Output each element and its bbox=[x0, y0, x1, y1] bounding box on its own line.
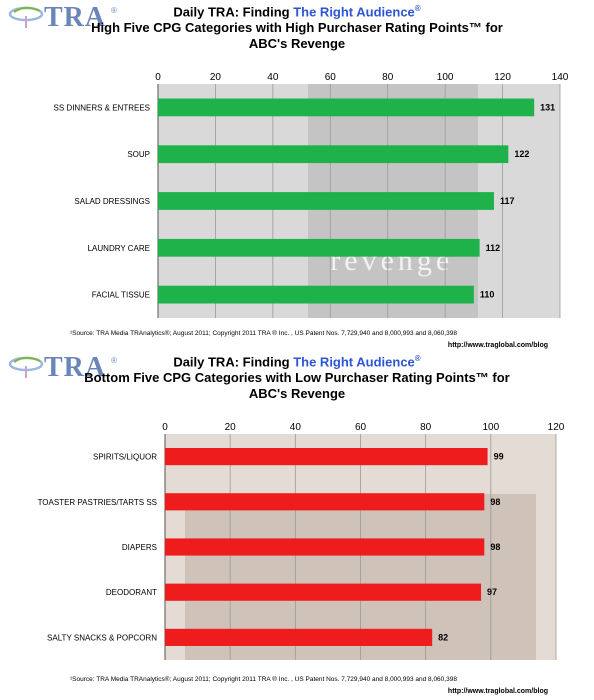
source-note: ¹Source: TRA Media TRAnalytics®; August … bbox=[70, 676, 457, 683]
tra-logo: TRA ® bbox=[8, 352, 118, 384]
bar bbox=[165, 538, 485, 556]
bar bbox=[165, 583, 482, 601]
category-label: DIAPERS bbox=[122, 543, 157, 552]
logo-swoosh-icon bbox=[8, 356, 44, 378]
bottom-chart-panel: TRA ® Daily TRA: Finding The Right Audie… bbox=[0, 350, 594, 700]
category-label: SS DINNERS & ENTREES bbox=[54, 103, 150, 112]
x-tick-label: 0 bbox=[155, 72, 161, 83]
x-tick-label: 40 bbox=[267, 72, 279, 83]
blog-url[interactable]: http://www.traglobal.com/blog bbox=[447, 688, 548, 695]
category-label: SALAD DRESSINGS bbox=[74, 197, 150, 206]
bar-value-label: 131 bbox=[540, 102, 555, 112]
x-tick-label: 120 bbox=[548, 422, 565, 433]
bar-value-label: 99 bbox=[494, 452, 504, 462]
x-tick-label: 20 bbox=[210, 72, 222, 83]
bar-value-label: 112 bbox=[486, 243, 501, 253]
bar bbox=[165, 628, 433, 646]
x-tick-label: 40 bbox=[290, 422, 302, 433]
bar-value-label: 117 bbox=[500, 196, 515, 206]
x-tick-label: 80 bbox=[420, 422, 432, 433]
bar-value-label: 97 bbox=[487, 587, 497, 597]
chart-subtitle-line2: ABC's Revenge bbox=[248, 386, 346, 401]
bar bbox=[165, 493, 485, 511]
category-label: SOUP bbox=[127, 150, 150, 159]
x-tick-label: 140 bbox=[552, 72, 569, 83]
logo-registered-mark: ® bbox=[111, 6, 117, 15]
category-label: TOASTER PASTRIES/TARTS SS bbox=[38, 498, 157, 507]
bar bbox=[165, 448, 488, 466]
x-tick-label: 60 bbox=[325, 72, 337, 83]
bar bbox=[158, 285, 474, 304]
x-tick-label: 0 bbox=[162, 422, 168, 433]
source-note: ¹Source: TRA Media TRAnalytics®; August … bbox=[70, 330, 457, 337]
tra-logo: TRA ® bbox=[8, 2, 118, 34]
category-label: FACIAL TISSUE bbox=[92, 291, 150, 300]
bottom-bar-chart: 0 20 40 60 80 100 120 SPIRITS/LIQUOR 99 TOASTER P… bbox=[38, 422, 565, 660]
category-label: SPIRITS/LIQUOR bbox=[93, 453, 157, 462]
bar bbox=[158, 238, 480, 257]
category-label: LAUNDRY CARE bbox=[88, 244, 150, 253]
bar-value-label: 82 bbox=[438, 632, 448, 642]
bar bbox=[158, 98, 535, 117]
chart-subtitle-line2: ABC's Revenge bbox=[248, 36, 346, 51]
chart-subtitle-line1: High Five CPG Categories with High Purch… bbox=[91, 20, 503, 35]
x-tick-label: 100 bbox=[437, 72, 454, 83]
chart-title: Daily TRA: Finding The Right Audience® bbox=[173, 4, 421, 20]
x-tick-label: 20 bbox=[225, 422, 237, 433]
logo-swoosh-icon bbox=[8, 6, 44, 28]
x-tick-label: 100 bbox=[482, 422, 499, 433]
chart-title: Daily TRA: Finding The Right Audience® bbox=[173, 354, 421, 370]
logo-text: TRA bbox=[44, 352, 107, 383]
bar bbox=[158, 145, 509, 164]
blog-url[interactable]: http://www.traglobal.com/blog bbox=[447, 342, 548, 349]
bar-value-label: 98 bbox=[490, 542, 500, 552]
category-label: SALTY SNACKS & POPCORN bbox=[47, 633, 157, 642]
logo-text: TRA bbox=[44, 2, 107, 33]
x-tick-label: 80 bbox=[382, 72, 394, 83]
bar bbox=[158, 192, 494, 210]
bar-value-label: 110 bbox=[480, 290, 495, 300]
logo-registered-mark: ® bbox=[111, 356, 117, 365]
bar-value-label: 122 bbox=[514, 149, 529, 159]
bar-value-label: 98 bbox=[490, 497, 500, 507]
x-tick-label: 120 bbox=[494, 72, 511, 83]
chart-subtitle-line1: Bottom Five CPG Categories with Low Purc… bbox=[84, 370, 510, 385]
category-label: DEODORANT bbox=[106, 588, 157, 597]
x-tick-label: 60 bbox=[355, 422, 367, 433]
top-chart-panel: TRA ® Daily TRA: Finding The Right Audie… bbox=[8, 2, 569, 349]
